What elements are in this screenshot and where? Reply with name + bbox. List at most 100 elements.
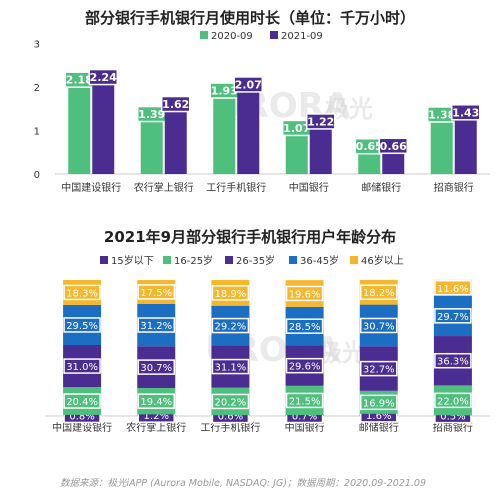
data-label: 31.1% bbox=[215, 363, 247, 374]
data-label: 2.07 bbox=[235, 78, 262, 91]
x-tick-label: 中国建设银行 bbox=[61, 181, 121, 194]
data-label-box bbox=[63, 393, 101, 409]
data-label-box bbox=[137, 284, 175, 300]
data-label: 31.0% bbox=[66, 362, 98, 373]
data-label: 29.6% bbox=[289, 362, 321, 373]
data-label: 2.18 bbox=[66, 74, 93, 87]
data-label-box bbox=[63, 284, 101, 301]
legend-swatch-4 bbox=[350, 256, 358, 264]
legend-label-3: 36-45岁 bbox=[300, 254, 339, 267]
x-tick-label: 中国银行 bbox=[289, 181, 329, 194]
chart1-title: 部分银行手机银行月使用时长（单位：千万小时） bbox=[84, 9, 415, 27]
y-tick-label: 3 bbox=[34, 40, 40, 51]
data-label: 17.5% bbox=[140, 288, 172, 299]
data-label: 16.9% bbox=[363, 398, 395, 409]
data-label-box bbox=[360, 360, 398, 377]
legend-label-1: 2021-09 bbox=[281, 31, 323, 42]
data-label-box bbox=[306, 113, 336, 130]
data-label: 20.2% bbox=[215, 397, 247, 408]
bar bbox=[68, 79, 91, 174]
data-label: 11.6% bbox=[437, 284, 469, 295]
data-label-box bbox=[451, 104, 481, 121]
data-label: 2.24 bbox=[90, 71, 117, 84]
data-label: 0.65 bbox=[356, 140, 383, 153]
data-label: 32.7% bbox=[363, 365, 395, 376]
data-label: 0.66 bbox=[380, 140, 407, 153]
data-label: 30.7% bbox=[140, 363, 172, 374]
data-label-box bbox=[434, 280, 472, 296]
data-label-box bbox=[360, 317, 398, 334]
legend-swatch-1 bbox=[163, 256, 171, 264]
data-label-box bbox=[360, 284, 398, 300]
data-label: 19.6% bbox=[289, 289, 321, 300]
y-tick-label: 1 bbox=[34, 127, 40, 138]
data-label-box bbox=[137, 317, 175, 333]
y-tick-label: 2 bbox=[34, 83, 40, 94]
data-label-box bbox=[211, 285, 250, 301]
data-label-box bbox=[88, 68, 118, 86]
bar bbox=[309, 120, 332, 174]
legend-label-4: 46岁以上 bbox=[361, 254, 404, 267]
legend-swatch-3 bbox=[289, 256, 297, 264]
legend-swatch-0 bbox=[100, 256, 108, 264]
data-label: 1.39 bbox=[138, 108, 165, 121]
data-label-box bbox=[434, 352, 472, 369]
data-label: 31.2% bbox=[140, 321, 172, 332]
data-label-box bbox=[434, 308, 472, 324]
bar bbox=[164, 103, 187, 174]
x-tick-label: 中国建设银行 bbox=[52, 421, 112, 434]
x-tick-label: 邮储银行 bbox=[361, 181, 401, 194]
data-label: 1.43 bbox=[452, 106, 479, 119]
data-label-box bbox=[211, 393, 250, 410]
source-note: 数据来源：极光iAPP (Aurora Mobile, NASDAQ: JG)；… bbox=[60, 478, 427, 489]
data-label: 1.93 bbox=[211, 85, 238, 98]
data-label: 0.5% bbox=[440, 412, 465, 423]
data-label: 21.5% bbox=[289, 396, 321, 407]
data-label-box bbox=[211, 317, 250, 334]
data-label: 1.62 bbox=[162, 98, 189, 111]
data-label: 18.2% bbox=[363, 288, 395, 299]
chart2-title: 2021年9月部分银行手机银行用户年龄分布 bbox=[103, 228, 397, 246]
data-label-box bbox=[137, 393, 175, 409]
data-label: 20.4% bbox=[66, 397, 98, 408]
x-tick-label: 工行手机银行 bbox=[206, 181, 266, 194]
data-label: 18.3% bbox=[66, 288, 98, 299]
data-label-box bbox=[63, 358, 101, 374]
x-tick-label: 招商银行 bbox=[433, 421, 473, 434]
data-label: 18.9% bbox=[215, 289, 247, 300]
data-label-box bbox=[285, 318, 324, 334]
data-label: 1.07 bbox=[283, 122, 310, 135]
x-tick-label: 招商银行 bbox=[434, 181, 474, 194]
data-label: 36.3% bbox=[437, 357, 469, 368]
x-tick-label: 农行掌上银行 bbox=[134, 181, 194, 194]
data-label: 22.0% bbox=[437, 396, 469, 407]
legend-swatch-0 bbox=[200, 31, 208, 39]
usage-duration-chart: 2020-09 2021-09 0 1 2 3 中国建设银行 2.182.24 农行掌上银行 1.… bbox=[34, 31, 490, 194]
data-label-box bbox=[360, 394, 398, 411]
legend-label-0: 15岁以下 bbox=[111, 254, 154, 267]
data-label-box bbox=[63, 317, 101, 333]
data-label: 29.5% bbox=[66, 321, 98, 332]
x-tick-label: 工行手机银行 bbox=[200, 421, 260, 434]
x-tick-label: 中国银行 bbox=[285, 421, 325, 434]
x-tick-label: 农行掌上银行 bbox=[126, 421, 186, 434]
data-label: 0.7% bbox=[292, 412, 317, 423]
data-label: 19.4% bbox=[140, 397, 172, 408]
data-label: 1.6% bbox=[366, 411, 391, 422]
data-label-box bbox=[161, 95, 191, 113]
data-label: 1.22 bbox=[307, 115, 334, 128]
data-label-box bbox=[233, 76, 263, 93]
y-tick-label: 0 bbox=[34, 170, 40, 181]
bar bbox=[285, 127, 308, 174]
data-label: 29.7% bbox=[437, 312, 469, 323]
data-label: 1.38 bbox=[428, 108, 455, 121]
legend-label-1: 16-25岁 bbox=[174, 254, 213, 267]
legend-label-0: 2020-09 bbox=[211, 31, 253, 42]
bar bbox=[237, 83, 260, 174]
data-label: 0.6% bbox=[218, 412, 243, 423]
x-tick-label: 邮储银行 bbox=[359, 421, 399, 434]
data-label: 29.2% bbox=[215, 322, 247, 333]
data-label-box bbox=[285, 357, 324, 374]
legend-swatch-1 bbox=[270, 31, 278, 39]
